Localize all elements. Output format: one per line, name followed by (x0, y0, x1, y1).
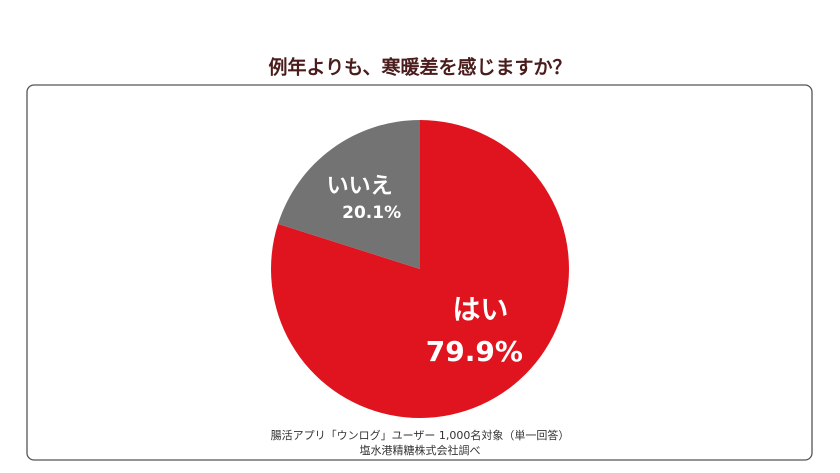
pie-slice (278, 120, 420, 269)
slice-value-label: 79.9% (426, 335, 523, 368)
source-note: 腸活アプリ「ウンログ」ユーザー 1,000名対象（単一回答） (271, 428, 570, 442)
chart-frame (26, 84, 813, 461)
slice-value-label: 20.1% (342, 203, 401, 223)
chart-title: 例年よりも、寒暖差を感じますか？ (268, 56, 571, 79)
slice-label: いいえ (327, 174, 393, 199)
source-note: 塩水港精糖株式会社調べ (360, 443, 481, 457)
slice-label: はい (452, 293, 508, 326)
